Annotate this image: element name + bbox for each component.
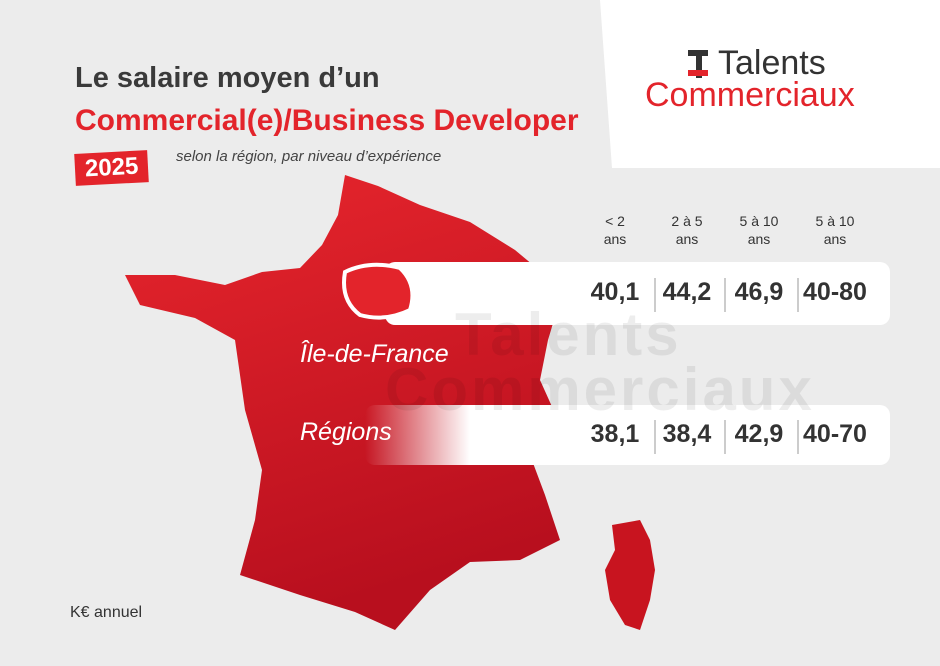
watermark: Talents — [455, 301, 682, 368]
row-label: Régions — [300, 418, 392, 446]
value-cell: 44,2 — [662, 278, 712, 306]
unit-note: K€ annuel — [70, 604, 143, 621]
column-header: 5 à 10 — [815, 213, 855, 229]
logo-icon — [688, 70, 708, 76]
column-header: 5 à 10 — [739, 213, 779, 229]
row-label: Île-de-France — [300, 340, 449, 368]
column-header: ans — [747, 231, 771, 247]
watermark: Commerciaux — [385, 356, 815, 423]
column-header: ans — [603, 231, 627, 247]
logo-panel — [600, 0, 940, 168]
column-header: ans — [675, 231, 699, 247]
value-cell: 38,1 — [590, 420, 640, 448]
row-bar — [385, 262, 890, 325]
value-cell: 46,9 — [734, 278, 784, 306]
value-cell: 40-80 — [803, 278, 867, 306]
ile-de-france-shape — [342, 262, 415, 320]
title: Commercial(e)/Business Developer — [75, 104, 579, 137]
value-cell: 40,1 — [590, 278, 640, 306]
title: Le salaire moyen d’un — [75, 62, 380, 94]
column-header: 2 à 5 — [671, 213, 703, 229]
logo-text: Talents — [718, 44, 826, 82]
year-badge: 2025 — [74, 150, 150, 186]
column-header: ans — [823, 231, 847, 247]
value-cell: 38,4 — [662, 420, 712, 448]
value-cell: 42,9 — [734, 420, 784, 448]
value-cell: 40-70 — [803, 420, 867, 448]
logo-icon — [696, 50, 702, 78]
logo-text: Commerciaux — [645, 76, 855, 114]
corsica — [605, 520, 655, 630]
subtitle: selon la région, par niveau d’expérience — [176, 148, 442, 165]
row-bar — [365, 405, 890, 465]
column-header: < 2 — [605, 213, 625, 229]
